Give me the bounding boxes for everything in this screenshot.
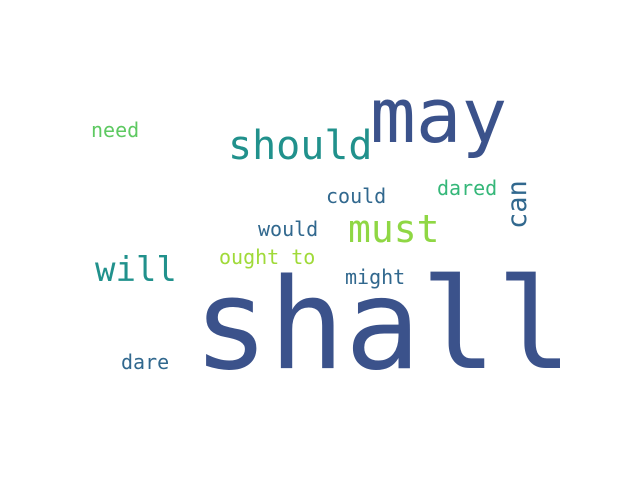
word-dared: dared bbox=[437, 176, 498, 200]
word-ought-to: ought to bbox=[219, 245, 316, 269]
word-may: may bbox=[370, 71, 508, 160]
word-will: will bbox=[95, 250, 177, 290]
word-need: need bbox=[91, 118, 140, 142]
word-might: might bbox=[345, 265, 406, 289]
word-could: could bbox=[326, 184, 387, 208]
word-would: would bbox=[258, 217, 319, 241]
word-can: can bbox=[502, 180, 533, 229]
word-must: must bbox=[348, 207, 440, 251]
word-shall: shall bbox=[193, 251, 573, 398]
word-dare: dare bbox=[121, 350, 170, 374]
word-should: should bbox=[228, 123, 373, 169]
